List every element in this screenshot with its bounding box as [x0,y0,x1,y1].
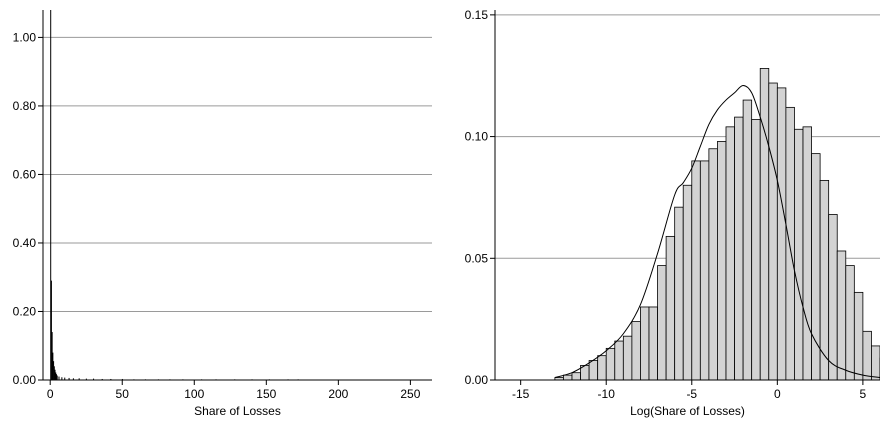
histogram-bar [734,116,744,381]
x-tick-label: -15 [512,387,530,401]
x-tick-label: 200 [328,387,348,401]
histogram-bar [699,160,710,381]
histogram-bar [121,378,123,380]
y-tick-label: 0.80 [13,99,37,113]
histogram-bar [759,68,770,381]
histogram-bar [52,352,54,380]
histogram-bar [85,378,87,380]
histogram-bar [68,377,70,380]
histogram-bar [563,374,573,381]
histogram-bar [64,377,66,380]
x-tick-label: 150 [256,387,276,401]
x-axis-label: Share of Losses [194,404,281,418]
histogram-bar [55,372,57,380]
histogram-bar [691,160,701,381]
x-tick-label: 100 [184,387,204,401]
share-of-losses-histogram: 0.00 0.20 0.40 0.60 0.80 1.00 0 50 100 150 200 250 S… [13,10,432,418]
y-tick-label: 0.05 [465,251,489,265]
y-tick-label: 0.00 [13,373,37,387]
histogram-bar [56,375,58,380]
y-tick-label: 1.00 [13,30,37,44]
x-tick-label: 50 [116,387,130,401]
histogram-bar [811,153,821,381]
histogram-bar [597,355,607,381]
y-tick-label: 0.10 [465,130,489,144]
histogram-bar [845,265,855,381]
histogram-bar [828,214,838,381]
histogram-bar [53,366,55,380]
histogram-bar [110,378,112,380]
log-share-of-losses-histogram: 0.00 0.05 0.10 0.15 -15 -10 -5 0 5 Log(Share of L… [465,8,880,418]
histogram-bar [58,376,60,380]
histogram-bar [640,306,650,381]
histogram-bar [61,377,63,380]
histogram-bar [55,374,57,380]
histogram-bar [871,345,880,381]
histogram-bar [50,10,52,380]
histogram-bar [622,335,633,381]
x-tick-label: 0 [47,387,54,401]
histogram-bar [862,330,872,381]
histogram-bar [93,378,95,380]
histogram-bar [665,235,676,381]
y-tick-label: 0.40 [13,236,37,250]
histogram-bar [631,321,641,381]
histogram-bar [794,128,804,381]
histogram-bar [853,291,864,381]
y-tick-label: 0.00 [465,373,489,387]
histogram-bar [72,378,74,380]
y-tick-label: 0.15 [465,8,489,22]
histogram-bar [571,372,581,381]
y-tick-label: 0.60 [13,167,37,181]
histogram-bar [717,141,727,381]
histogram-bar [53,361,55,380]
histogram-bar [768,82,778,381]
histogram-bar [50,280,52,380]
histogram-bar [682,184,693,381]
x-tick-label: -5 [686,387,697,401]
x-tick-label: 5 [860,387,867,401]
histogram-bar [588,360,599,381]
histogram-bar [648,306,658,381]
x-tick-label: 0 [774,387,781,401]
density-line [554,84,880,379]
histogram-bar [78,378,80,380]
y-tick-label: 0.20 [13,304,37,318]
x-axis-label: Log(Share of Losses) [630,404,745,418]
histogram-bar [674,206,684,381]
histogram-bar [51,332,53,380]
histogram-bar [708,148,718,381]
histogram-bar [751,119,761,381]
x-tick-label: 250 [400,387,420,401]
x-tick-label: -10 [598,387,616,401]
histogram-bar [836,250,847,381]
histogram-bar [657,265,667,381]
histogram-bar [785,106,795,381]
histogram-bar [819,179,830,381]
histogram-bar [614,340,624,381]
histogram-bar [605,347,616,381]
histogram-bar [101,378,103,380]
histogram-bar [742,99,753,381]
histogram-bar [802,126,812,381]
histogram-bar [725,126,735,381]
histogram-bar [776,87,787,381]
histogram-bar [54,369,56,380]
